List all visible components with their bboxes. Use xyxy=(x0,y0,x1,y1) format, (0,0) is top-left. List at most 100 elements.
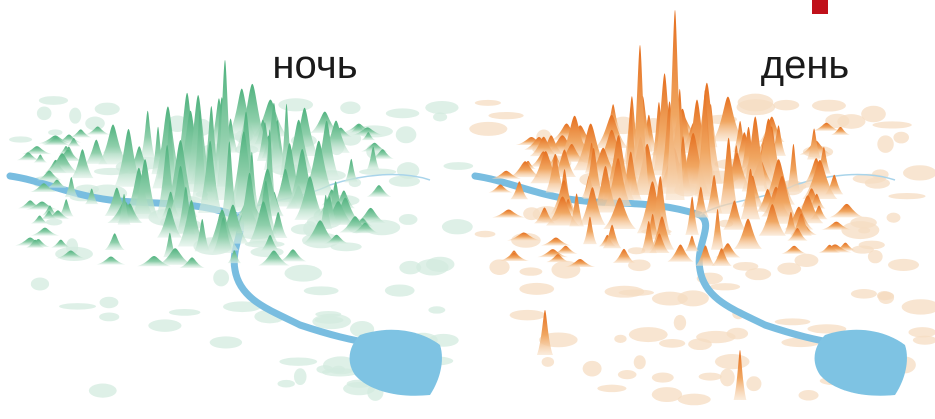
night-map xyxy=(6,60,474,401)
bay xyxy=(349,329,442,396)
blob xyxy=(46,218,63,226)
blob xyxy=(888,193,926,200)
density-spike xyxy=(366,146,381,171)
density-spike xyxy=(371,149,394,159)
blob xyxy=(488,111,524,120)
blob xyxy=(659,339,686,348)
density-spike xyxy=(758,204,786,236)
density-spike xyxy=(177,200,206,247)
density-spike xyxy=(488,184,513,193)
blob xyxy=(489,259,510,276)
blob xyxy=(861,105,886,123)
density-spike xyxy=(220,141,238,221)
density-spike xyxy=(510,181,529,200)
density-spike xyxy=(579,187,606,225)
blob xyxy=(651,387,683,403)
blob xyxy=(732,261,759,271)
density-spike xyxy=(723,200,746,230)
blob xyxy=(30,277,50,291)
blob xyxy=(745,268,772,281)
density-spike xyxy=(695,245,716,266)
density-spike xyxy=(47,179,67,188)
density-spike xyxy=(354,207,387,224)
blob xyxy=(673,314,687,331)
blob xyxy=(340,101,361,115)
blob xyxy=(886,212,901,223)
blob xyxy=(877,135,894,153)
blob xyxy=(903,165,935,181)
blob xyxy=(677,290,709,307)
blob xyxy=(519,282,555,295)
blob xyxy=(279,357,318,366)
density-spike xyxy=(98,124,128,165)
blob xyxy=(614,334,627,344)
blob xyxy=(330,242,362,252)
density-spike xyxy=(649,176,671,235)
density-spike xyxy=(351,127,384,136)
density-spike xyxy=(545,153,565,193)
density-spike xyxy=(70,129,92,138)
density-spike xyxy=(366,185,392,197)
blob xyxy=(469,121,508,136)
blob xyxy=(385,108,420,119)
density-spike xyxy=(819,244,841,253)
blob xyxy=(59,303,97,310)
density-spike xyxy=(602,224,622,249)
blob xyxy=(99,312,120,322)
density-spike xyxy=(158,248,193,265)
density-spike xyxy=(140,110,156,159)
density-spike xyxy=(85,139,108,164)
corner-mark xyxy=(812,0,828,14)
blob xyxy=(474,99,501,106)
density-spike xyxy=(302,220,338,244)
density-spike xyxy=(640,220,657,254)
blob xyxy=(867,249,883,264)
density-spike xyxy=(30,215,49,224)
blob xyxy=(398,214,418,225)
density-spike xyxy=(787,228,808,241)
blob xyxy=(425,256,455,273)
day-map xyxy=(469,10,935,406)
density-spike xyxy=(294,176,326,220)
density-spike xyxy=(685,196,699,235)
density-spike xyxy=(137,255,171,267)
density-spike xyxy=(541,237,571,246)
density-spike xyxy=(351,222,379,234)
density-spike xyxy=(179,257,205,268)
blob xyxy=(908,327,935,338)
density-spike xyxy=(667,244,694,262)
density-spike xyxy=(569,193,584,227)
density-spike xyxy=(30,183,58,193)
blob xyxy=(709,283,741,291)
density-spike xyxy=(697,90,713,200)
blob xyxy=(88,383,117,398)
blob xyxy=(872,121,912,129)
density-spike xyxy=(56,250,86,259)
blob xyxy=(428,306,446,314)
blob xyxy=(99,296,119,309)
density-spike xyxy=(33,154,47,163)
blob xyxy=(698,372,722,381)
blob xyxy=(314,316,344,324)
density-spike xyxy=(781,245,807,254)
blob xyxy=(321,368,358,377)
density-spike xyxy=(268,212,288,239)
blob xyxy=(48,129,63,136)
blob xyxy=(443,162,474,170)
density-spike xyxy=(546,196,580,226)
blob xyxy=(893,131,910,144)
density-spike xyxy=(361,132,376,141)
panel-label: ночь xyxy=(272,43,357,87)
blob xyxy=(85,116,105,131)
blob xyxy=(688,338,712,351)
density-spike xyxy=(718,137,739,214)
density-spike xyxy=(821,221,852,230)
density-spike xyxy=(36,170,62,181)
density-spike xyxy=(710,208,725,250)
density-spike xyxy=(734,218,762,249)
blob xyxy=(9,136,33,143)
density-spike xyxy=(712,96,744,142)
blob xyxy=(719,368,735,387)
blob xyxy=(388,175,421,187)
